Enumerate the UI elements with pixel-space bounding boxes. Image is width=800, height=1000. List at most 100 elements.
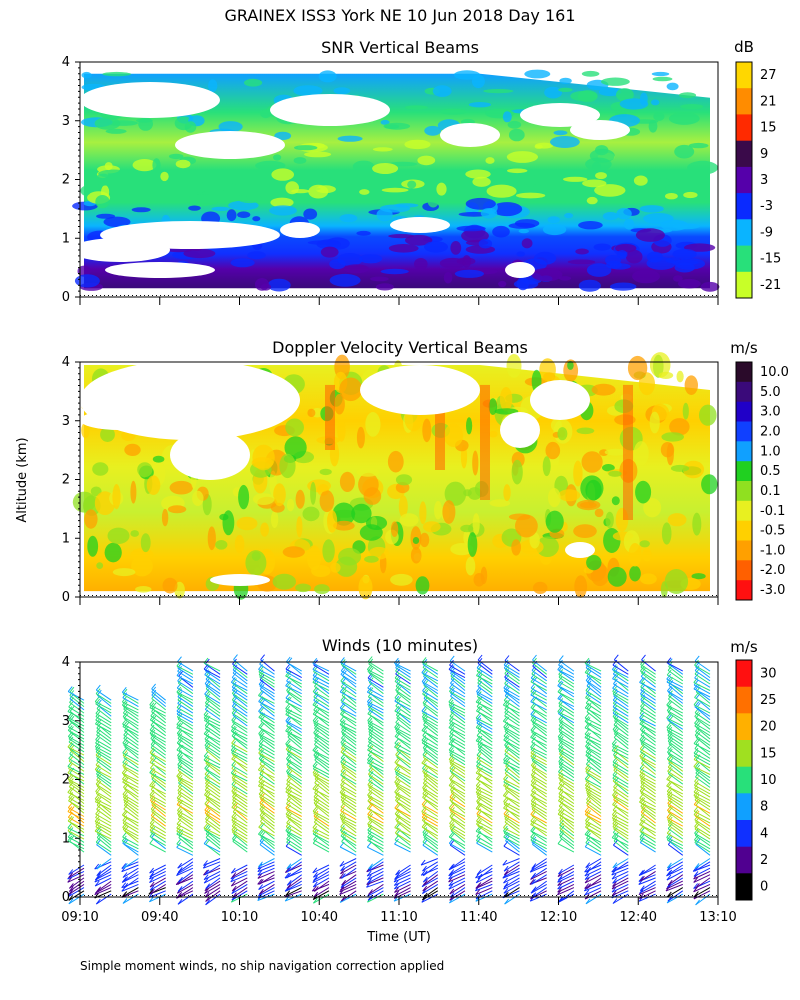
wind-barb-flag xyxy=(204,891,210,898)
wind-barb-shaft xyxy=(666,704,684,714)
wind-barb-shaft xyxy=(368,775,384,788)
wind-barb-shaft xyxy=(584,717,602,727)
wind-barb-shaft xyxy=(450,828,466,840)
doppler-cell xyxy=(567,360,574,370)
snr-cell xyxy=(388,244,419,253)
doppler-cell xyxy=(558,489,581,502)
doppler-cell xyxy=(412,537,420,544)
wind-barb-flag xyxy=(232,774,237,781)
wind-barb-shaft xyxy=(612,693,629,704)
wind-barb-flag xyxy=(450,723,455,729)
wind-barb-shaft xyxy=(640,666,656,679)
snr-cell xyxy=(96,213,116,219)
wind-barb-shaft xyxy=(204,725,221,737)
wind-barb-shaft xyxy=(231,745,248,756)
wind-barb-shaft xyxy=(530,691,547,701)
wind-barb-flag xyxy=(205,700,210,707)
doppler-cell xyxy=(260,522,269,537)
wind-barb-shaft xyxy=(503,726,520,737)
wind-barb-shaft xyxy=(340,680,357,691)
wind-barb-flag xyxy=(203,838,209,845)
snr-cell xyxy=(304,151,332,158)
wind-barb-shaft xyxy=(122,716,139,727)
doppler-cell xyxy=(252,444,275,471)
wind-barb-shaft xyxy=(286,750,303,762)
snr-cell xyxy=(95,195,110,209)
wind-barb-flag xyxy=(693,877,699,883)
wind-barb-flag xyxy=(367,717,373,724)
wind-barb-shaft xyxy=(641,730,656,743)
wind-barb-shaft xyxy=(367,759,384,769)
wind-barb-flag xyxy=(123,876,128,882)
wind-barb-shaft xyxy=(559,757,575,769)
wind-barb-shaft xyxy=(258,880,275,891)
wind-barb-shaft xyxy=(205,734,221,746)
wind-barb-shaft xyxy=(204,883,221,894)
doppler-cell xyxy=(332,502,355,526)
wind-barb-shaft xyxy=(640,880,656,892)
wind-barb-shaft xyxy=(367,691,384,701)
wind-barb-shaft xyxy=(122,822,139,834)
wind-barb-flag xyxy=(693,679,699,686)
wind-barb-shaft xyxy=(503,832,520,843)
wind-barb-shaft xyxy=(176,713,194,724)
wind-barb-flag xyxy=(502,790,508,797)
wind-barb-flag xyxy=(95,898,101,905)
wind-barb-flag xyxy=(504,674,510,680)
wind-barb-shaft xyxy=(530,820,547,830)
y-tick-label: 2 xyxy=(62,473,70,488)
wind-barb-shaft xyxy=(149,870,166,880)
wind-barb-shaft xyxy=(423,782,439,795)
wind-barb-flag xyxy=(640,819,646,826)
snr-cell xyxy=(208,79,218,93)
wind-barb-shaft xyxy=(177,680,194,691)
wind-barb-flag xyxy=(121,696,127,703)
snr-cell xyxy=(337,253,363,266)
wind-barb-shaft xyxy=(559,837,575,850)
snr-cell xyxy=(465,169,491,179)
wind-barb-shaft xyxy=(342,675,357,688)
snr-cell xyxy=(594,184,626,197)
wind-barb-shaft xyxy=(613,766,629,779)
wind-barb-flag xyxy=(503,891,509,898)
wind-barb-flag xyxy=(448,802,454,809)
wind-barb-flag xyxy=(638,876,644,882)
wind-barb-shaft xyxy=(612,699,629,711)
wind-barb-shaft xyxy=(177,874,194,885)
wind-barb-shaft xyxy=(68,719,85,730)
wind-barb-shaft xyxy=(96,808,112,821)
wind-barb-shaft xyxy=(503,690,520,701)
wind-barb-flag xyxy=(611,886,617,893)
wind-barb-flag xyxy=(287,725,292,732)
wind-barb-shaft xyxy=(286,816,302,827)
wind-barb-shaft xyxy=(123,712,139,724)
wind-barb-shaft xyxy=(150,747,166,759)
wind-barb-flag xyxy=(693,871,699,877)
wind-barb-shaft xyxy=(530,864,547,873)
wind-barb-flag xyxy=(96,886,102,893)
wind-barb-flag xyxy=(612,769,618,776)
wind-barb-shaft xyxy=(530,677,547,688)
wind-barb-shaft xyxy=(423,837,439,850)
wind-barb-flag xyxy=(368,723,373,730)
wind-barb-flag xyxy=(286,863,292,870)
doppler-cell xyxy=(415,576,430,595)
wind-barb-shaft xyxy=(449,809,466,821)
snr-cell xyxy=(616,208,632,220)
wind-barb-flag xyxy=(205,774,210,781)
wind-barb-shaft xyxy=(666,710,684,721)
wind-barb-shaft xyxy=(178,861,194,873)
colorbar-label: 27 xyxy=(760,68,777,83)
wind-barb-shaft xyxy=(368,725,384,737)
wind-barb-shaft xyxy=(230,870,248,880)
snr-cell xyxy=(291,189,310,194)
wind-barb-shaft xyxy=(340,806,357,817)
doppler-missing-area xyxy=(500,412,540,448)
wind-barb-flag xyxy=(68,701,74,708)
wind-barb-flag xyxy=(449,715,454,721)
wind-barb-shaft xyxy=(67,836,85,847)
snr-cell xyxy=(602,212,619,221)
snr-cell xyxy=(656,177,670,188)
wind-barb-shaft xyxy=(95,770,112,782)
wind-barb-flag xyxy=(367,733,373,740)
